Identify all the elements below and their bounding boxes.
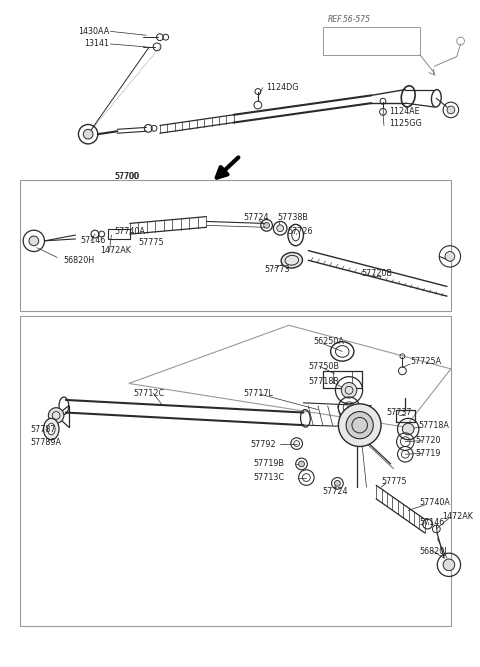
Text: 57724: 57724 — [323, 487, 348, 496]
Circle shape — [338, 404, 381, 446]
Text: 57787: 57787 — [30, 424, 55, 434]
Text: 57740A: 57740A — [420, 498, 451, 507]
Text: 57775: 57775 — [381, 477, 407, 486]
Text: 1124AE: 1124AE — [389, 107, 420, 116]
Text: 57700: 57700 — [114, 172, 140, 181]
Text: 1472AK: 1472AK — [442, 512, 473, 521]
Text: 57700: 57700 — [114, 172, 139, 181]
Bar — [20, 180, 451, 311]
Text: 57725A: 57725A — [410, 357, 441, 366]
Circle shape — [346, 412, 373, 439]
Text: 56820H: 56820H — [63, 255, 94, 265]
Circle shape — [264, 223, 269, 228]
Text: REF.56-575: REF.56-575 — [328, 15, 371, 24]
Text: 57146: 57146 — [420, 518, 445, 527]
Text: 57717L: 57717L — [243, 389, 273, 398]
Text: 57719B: 57719B — [253, 460, 284, 468]
Circle shape — [299, 461, 304, 467]
Text: 57720B: 57720B — [361, 269, 393, 278]
Text: 57750B: 57750B — [308, 362, 339, 372]
Ellipse shape — [44, 418, 59, 440]
Circle shape — [447, 106, 455, 114]
Text: 57146: 57146 — [80, 236, 106, 245]
Text: 1430AA: 1430AA — [78, 27, 109, 36]
Text: 57773: 57773 — [264, 265, 290, 275]
Text: 1125GG: 1125GG — [389, 119, 421, 128]
Circle shape — [277, 225, 284, 231]
Circle shape — [335, 480, 340, 486]
Circle shape — [84, 129, 93, 139]
Text: 57724: 57724 — [243, 213, 269, 222]
Text: 56820J: 56820J — [420, 547, 447, 556]
Text: 57775: 57775 — [139, 238, 164, 247]
Text: REF.56-575: REF.56-575 — [328, 15, 371, 24]
Text: 57718R: 57718R — [308, 377, 339, 386]
Circle shape — [48, 408, 64, 424]
Circle shape — [443, 559, 455, 571]
Text: 57719: 57719 — [415, 449, 441, 458]
Text: 57713C: 57713C — [253, 473, 284, 482]
Text: 56250A: 56250A — [313, 338, 344, 346]
Text: 57737: 57737 — [386, 408, 411, 417]
Bar — [323, 27, 420, 55]
Circle shape — [445, 251, 455, 261]
Text: 57712C: 57712C — [134, 389, 165, 398]
Text: 57720: 57720 — [415, 436, 441, 445]
Text: 57740A: 57740A — [114, 227, 145, 235]
Text: 1124DG: 1124DG — [266, 83, 299, 92]
Circle shape — [341, 382, 357, 398]
Ellipse shape — [281, 253, 302, 268]
Text: 57792: 57792 — [250, 440, 276, 449]
Bar — [20, 315, 451, 626]
Text: 13141: 13141 — [84, 39, 109, 49]
Circle shape — [29, 236, 39, 245]
Text: 57718A: 57718A — [418, 421, 449, 430]
Text: 1472AK: 1472AK — [100, 246, 131, 255]
Circle shape — [402, 424, 414, 435]
Text: 57726: 57726 — [287, 227, 312, 235]
Bar — [108, 229, 130, 239]
Text: 57789A: 57789A — [30, 438, 61, 447]
Text: 57738B: 57738B — [277, 213, 308, 222]
